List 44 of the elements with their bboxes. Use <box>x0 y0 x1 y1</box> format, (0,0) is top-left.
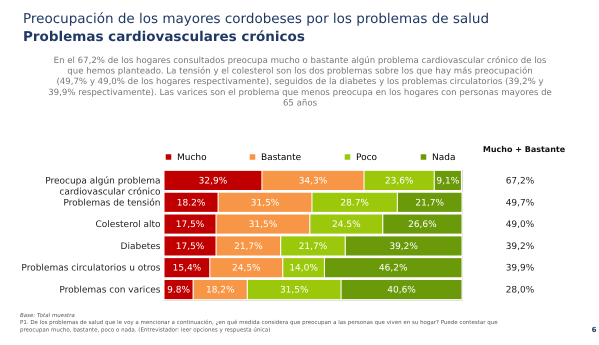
data-label: 31,5% <box>248 220 278 230</box>
data-label: 9,1% <box>436 176 460 186</box>
text: 49,7% <box>506 198 535 208</box>
data-label: 46,2% <box>378 264 408 274</box>
y-tick-label: Problemas de tensión <box>63 197 160 208</box>
text: 49,0% <box>506 220 535 230</box>
data-label: 17,5% <box>176 220 205 230</box>
data-label: 39,2% <box>389 242 418 252</box>
chart-subtitle: Problemas cardiovasculares crónicos <box>23 29 305 45</box>
data-label: 14,0% <box>289 264 318 274</box>
legend-label: Nada <box>432 152 456 163</box>
legend-label: Bastante <box>261 152 302 163</box>
y-tick-label: Problemas con varices <box>59 286 161 296</box>
data-label: 28.7% <box>340 198 370 208</box>
data-label: 9.8% <box>167 286 190 296</box>
y-tick-label: Colesterol alto <box>95 220 161 230</box>
chart-title: Preocupación de los mayores cordobeses por los problemas de salud <box>23 11 490 27</box>
data-label: 21,7% <box>298 242 328 252</box>
data-label: 31,5% <box>250 198 280 208</box>
text: 39,9% <box>506 264 535 274</box>
data-label: 24,5% <box>232 264 262 274</box>
data-label: 26,6% <box>408 220 438 230</box>
text: 67,2% <box>506 176 535 186</box>
legend-label: Mucho <box>177 152 208 163</box>
text: 28,0% <box>506 286 535 296</box>
text: Mucho + Bastante <box>482 145 566 154</box>
data-label: 18.2% <box>176 198 206 208</box>
data-label: 34,3% <box>298 176 328 186</box>
text: En el 67,2% de los hogares consultados preocupa mucho o bastante algún problema cardiovascular crónico de los que hemos planteado. La tensión y el colesterol son los dos problemas sobre los que hay más preocupación (49,7% y 49,0% de los hogares respectivamente), seguidos de la diabetes y los problemas circulatorios (39,2% y 39,9% respectivamente). Las varices son el problema que menos preocupa en los hogares con personas mayores de 65 años <box>48 56 552 108</box>
data-label: 21,7% <box>234 242 264 252</box>
y-tick-label: Preocupa algún problema cardiovascular crónico <box>45 175 161 198</box>
data-label: 32,9% <box>198 176 228 186</box>
data-label: 31,5% <box>280 286 309 296</box>
data-label: 18,2% <box>206 286 236 296</box>
y-tick-label: Problemas circulatorios u otros <box>21 264 161 274</box>
data-label: 21,7% <box>415 198 444 208</box>
data-label: 23,6% <box>384 176 414 186</box>
data-label: 17,5% <box>176 242 205 252</box>
y-tick-label: Diabetes <box>120 242 161 252</box>
text: 39,2% <box>506 242 535 252</box>
legend-label: Poco <box>356 152 378 163</box>
data-label: 24.5% <box>332 220 362 230</box>
data-label: 15,4% <box>172 264 202 274</box>
data-label: 40,6% <box>387 286 416 296</box>
